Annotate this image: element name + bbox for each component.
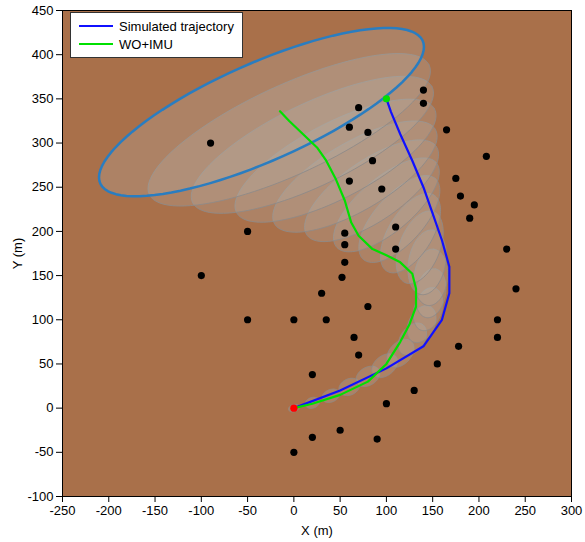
svg-text:150: 150 — [422, 503, 444, 518]
svg-text:300: 300 — [32, 135, 54, 150]
html-text:WO+IMU: WO+IMU — [119, 36, 173, 52]
svg-text:-200: -200 — [96, 503, 122, 518]
svg-text:-250: -250 — [49, 503, 75, 518]
svg-text:-100: -100 — [188, 503, 214, 518]
svg-text:150: 150 — [32, 268, 54, 283]
svg-text:200: 200 — [468, 503, 490, 518]
svg-text:0: 0 — [46, 400, 53, 415]
svg-text:400: 400 — [32, 47, 54, 62]
svg-text:450: 450 — [32, 3, 54, 18]
svg-text:50: 50 — [39, 356, 53, 371]
svg-text:100: 100 — [32, 312, 54, 327]
svg-text:-100: -100 — [27, 489, 53, 504]
html-text:Simulated trajectory: Simulated trajectory — [119, 18, 234, 34]
svg-text:200: 200 — [32, 224, 54, 239]
svg-text:250: 250 — [32, 179, 54, 194]
svg-text:50: 50 — [333, 503, 347, 518]
svg-text:-150: -150 — [142, 503, 168, 518]
svg-text:300: 300 — [561, 503, 583, 518]
svg-text:-50: -50 — [238, 503, 257, 518]
svg-text:350: 350 — [32, 91, 54, 106]
svg-text:Y (m): Y (m) — [10, 238, 25, 270]
svg-text:250: 250 — [514, 503, 536, 518]
svg-text:X (m): X (m) — [301, 523, 333, 538]
svg-text:0: 0 — [290, 503, 297, 518]
svg-text:100: 100 — [376, 503, 398, 518]
svg-text:-50: -50 — [35, 444, 54, 459]
